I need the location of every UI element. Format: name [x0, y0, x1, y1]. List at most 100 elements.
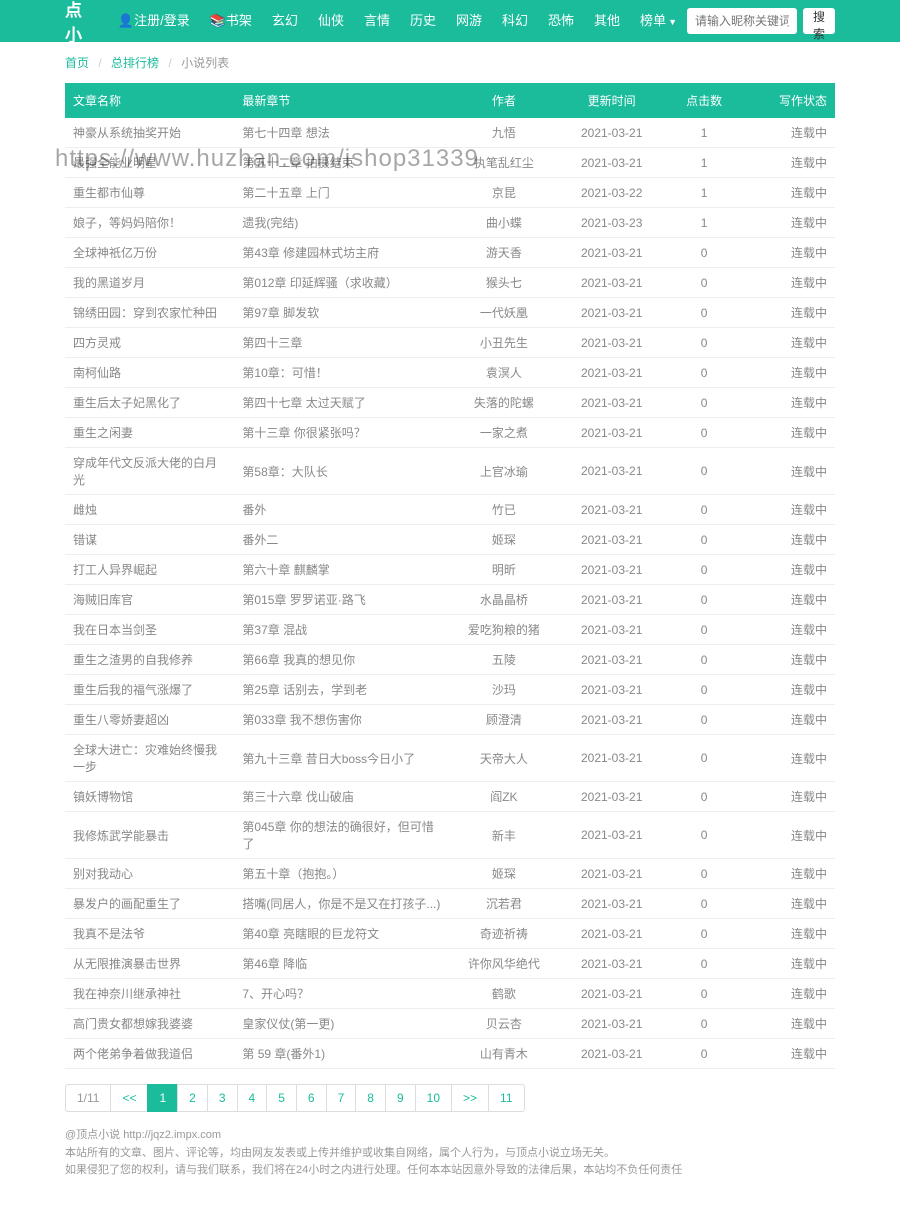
cell-author[interactable]: 失落的陀螺 — [450, 388, 558, 418]
table-row[interactable]: 雌烛 番外 竹已 2021-03-21 0 连载中 — [65, 495, 835, 525]
cell-author[interactable]: 山有青木 — [450, 1039, 558, 1069]
breadcrumb-rank[interactable]: 总排行榜 — [111, 56, 159, 70]
table-row[interactable]: 四方灵戒 第四十三章 小丑先生 2021-03-21 0 连载中 — [65, 328, 835, 358]
cell-chapter[interactable]: 番外 — [234, 495, 450, 525]
cell-title[interactable]: 重生之渣男的自我修养 — [65, 645, 234, 675]
table-row[interactable]: 重生后太子妃黑化了 第四十七章 太过天赋了 失落的陀螺 2021-03-21 0… — [65, 388, 835, 418]
nav-xuanhuan[interactable]: 玄幻 — [262, 0, 308, 43]
table-row[interactable]: 从无限推演暴击世界 第46章 降临 许你风华绝代 2021-03-21 0 连载… — [65, 949, 835, 979]
cell-title[interactable]: 错谋 — [65, 525, 234, 555]
table-row[interactable]: 我在神奈川继承神社 7、开心吗？ 鹤歌 2021-03-21 0 连载中 — [65, 979, 835, 1009]
table-row[interactable]: 高门贵女都想嫁我婆婆 皇家仪仗(第一更) 贝云杏 2021-03-21 0 连载… — [65, 1009, 835, 1039]
cell-author[interactable]: 阎ZK — [450, 782, 558, 812]
table-row[interactable]: 重生之闲妻 第十三章 你很紧张吗？ 一家之煮 2021-03-21 0 连载中 — [65, 418, 835, 448]
cell-title[interactable]: 神豪从系统抽奖开始 — [65, 118, 234, 148]
page-next[interactable]: >> — [451, 1084, 489, 1112]
table-row[interactable]: 重生八零娇妻超凶 第033章 我不想伤害你 顾澄清 2021-03-21 0 连… — [65, 705, 835, 735]
page-10[interactable]: 10 — [415, 1084, 452, 1112]
cell-chapter[interactable]: 番外二 — [234, 525, 450, 555]
cell-title[interactable]: 高门贵女都想嫁我婆婆 — [65, 1009, 234, 1039]
nav-kehuan[interactable]: 科幻 — [492, 0, 538, 43]
cell-author[interactable]: 姬琛 — [450, 859, 558, 889]
cell-author[interactable]: 一家之煮 — [450, 418, 558, 448]
cell-chapter[interactable]: 第五十章（抱抱。） — [234, 859, 450, 889]
page-7[interactable]: 7 — [326, 1084, 357, 1112]
cell-chapter[interactable]: 第七十四章 想法 — [234, 118, 450, 148]
nav-lishi[interactable]: 历史 — [400, 0, 446, 43]
page-6[interactable]: 6 — [296, 1084, 327, 1112]
page-5[interactable]: 5 — [266, 1084, 297, 1112]
cell-chapter[interactable]: 第033章 我不想伤害你 — [234, 705, 450, 735]
nav-wangyou[interactable]: 网游 — [446, 0, 492, 43]
cell-author[interactable]: 许你风华绝代 — [450, 949, 558, 979]
cell-chapter[interactable]: 第015章 罗罗诺亚·路飞 — [234, 585, 450, 615]
cell-title[interactable]: 穿成年代文反派大佬的白月光 — [65, 448, 234, 495]
page-4[interactable]: 4 — [237, 1084, 268, 1112]
cell-title[interactable]: 我在日本当剑圣 — [65, 615, 234, 645]
cell-title[interactable]: 全球大进亡：灾难始终慢我一步 — [65, 735, 234, 782]
cell-chapter[interactable]: 遗我(完结) — [234, 208, 450, 238]
cell-author[interactable]: 新丰 — [450, 812, 558, 859]
cell-title[interactable]: 镇妖博物馆 — [65, 782, 234, 812]
page-8[interactable]: 8 — [355, 1084, 386, 1112]
cell-chapter[interactable]: 第六十章 麒麟掌 — [234, 555, 450, 585]
cell-author[interactable]: 执笔乱红尘 — [450, 148, 558, 178]
cell-author[interactable]: 鹤歌 — [450, 979, 558, 1009]
cell-author[interactable]: 竹已 — [450, 495, 558, 525]
cell-chapter[interactable]: 第四十三章 — [234, 328, 450, 358]
cell-title[interactable]: 我修炼武学能暴击 — [65, 812, 234, 859]
cell-title[interactable]: 重生之闲妻 — [65, 418, 234, 448]
cell-title[interactable]: 两个佬弟争着做我道侣 — [65, 1039, 234, 1069]
cell-chapter[interactable]: 皇家仪仗(第一更) — [234, 1009, 450, 1039]
cell-author[interactable]: 一代妖凰 — [450, 298, 558, 328]
cell-title[interactable]: 从无限推演暴击世界 — [65, 949, 234, 979]
nav-qita[interactable]: 其他 — [584, 0, 630, 43]
page-1[interactable]: 1 — [147, 1084, 178, 1112]
cell-chapter[interactable]: 第66章 我真的想见你 — [234, 645, 450, 675]
cell-chapter[interactable]: 第五十二章 拍摄结束 — [234, 148, 450, 178]
cell-chapter[interactable]: 第43章 修建园林式坊主府 — [234, 238, 450, 268]
page-3[interactable]: 3 — [207, 1084, 238, 1112]
cell-chapter[interactable]: 第10章：可惜！ — [234, 358, 450, 388]
table-row[interactable]: 我真不是法爷 第40章 亮瞎眼的巨龙符文 奇迹祈祷 2021-03-21 0 连… — [65, 919, 835, 949]
cell-chapter[interactable]: 第97章 脚发软 — [234, 298, 450, 328]
cell-title[interactable]: 打工人异界崛起 — [65, 555, 234, 585]
cell-author[interactable]: 猴头七 — [450, 268, 558, 298]
cell-title[interactable]: 重生八零娇妻超凶 — [65, 705, 234, 735]
cell-author[interactable]: 京昆 — [450, 178, 558, 208]
cell-title[interactable]: 四方灵戒 — [65, 328, 234, 358]
page-first[interactable]: << — [110, 1084, 148, 1112]
cell-author[interactable]: 上官冰瑜 — [450, 448, 558, 495]
table-row[interactable]: 两个佬弟争着做我道侣 第 59 章(番外1) 山有青木 2021-03-21 0… — [65, 1039, 835, 1069]
cell-title[interactable]: 我的黑道岁月 — [65, 268, 234, 298]
table-row[interactable]: 重生之渣男的自我修养 第66章 我真的想见你 五陵 2021-03-21 0 连… — [65, 645, 835, 675]
table-row[interactable]: 错谋 番外二 姬琛 2021-03-21 0 连载中 — [65, 525, 835, 555]
table-row[interactable]: 我的黑道岁月 第012章 印延辉骚（求收藏） 猴头七 2021-03-21 0 … — [65, 268, 835, 298]
table-row[interactable]: 神豪从系统抽奖开始 第七十四章 想法 九悟 2021-03-21 1 连载中 — [65, 118, 835, 148]
cell-title[interactable]: 娘子，等妈妈陪你！ — [65, 208, 234, 238]
search-input[interactable] — [687, 8, 797, 34]
cell-author[interactable]: 小丑先生 — [450, 328, 558, 358]
cell-chapter[interactable]: 第三十六章 伐山破庙 — [234, 782, 450, 812]
table-row[interactable]: 我修炼武学能暴击 第045章 你的想法的确很好，但可惜了 新丰 2021-03-… — [65, 812, 835, 859]
cell-chapter[interactable]: 第十三章 你很紧张吗？ — [234, 418, 450, 448]
cell-author[interactable]: 游天香 — [450, 238, 558, 268]
cell-title[interactable]: 重生后我的福气涨爆了 — [65, 675, 234, 705]
cell-author[interactable]: 奇迹祈祷 — [450, 919, 558, 949]
table-row[interactable]: 锦绣田园：穿到农家忙种田 第97章 脚发软 一代妖凰 2021-03-21 0 … — [65, 298, 835, 328]
search-button[interactable]: 搜索 — [803, 8, 835, 34]
cell-chapter[interactable]: 第37章 混战 — [234, 615, 450, 645]
table-row[interactable]: 南柯仙路 第10章：可惜！ 袁溟人 2021-03-21 0 连载中 — [65, 358, 835, 388]
cell-chapter[interactable]: 第二十五章 上门 — [234, 178, 450, 208]
cell-title[interactable]: 重生都市仙尊 — [65, 178, 234, 208]
page-last[interactable]: 11 — [488, 1084, 524, 1112]
nav-bangdan[interactable]: 榜单▼ — [630, 0, 687, 43]
table-row[interactable]: 重生都市仙尊 第二十五章 上门 京昆 2021-03-22 1 连载中 — [65, 178, 835, 208]
cell-title[interactable]: 我在神奈川继承神社 — [65, 979, 234, 1009]
cell-author[interactable]: 曲小蝶 — [450, 208, 558, 238]
table-row[interactable]: 镇妖博物馆 第三十六章 伐山破庙 阎ZK 2021-03-21 0 连载中 — [65, 782, 835, 812]
nav-yanqing[interactable]: 言情 — [354, 0, 400, 43]
cell-title[interactable]: 全球神祇亿万份 — [65, 238, 234, 268]
cell-title[interactable]: 锦绣田园：穿到农家忙种田 — [65, 298, 234, 328]
cell-chapter[interactable]: 第012章 印延辉骚（求收藏） — [234, 268, 450, 298]
